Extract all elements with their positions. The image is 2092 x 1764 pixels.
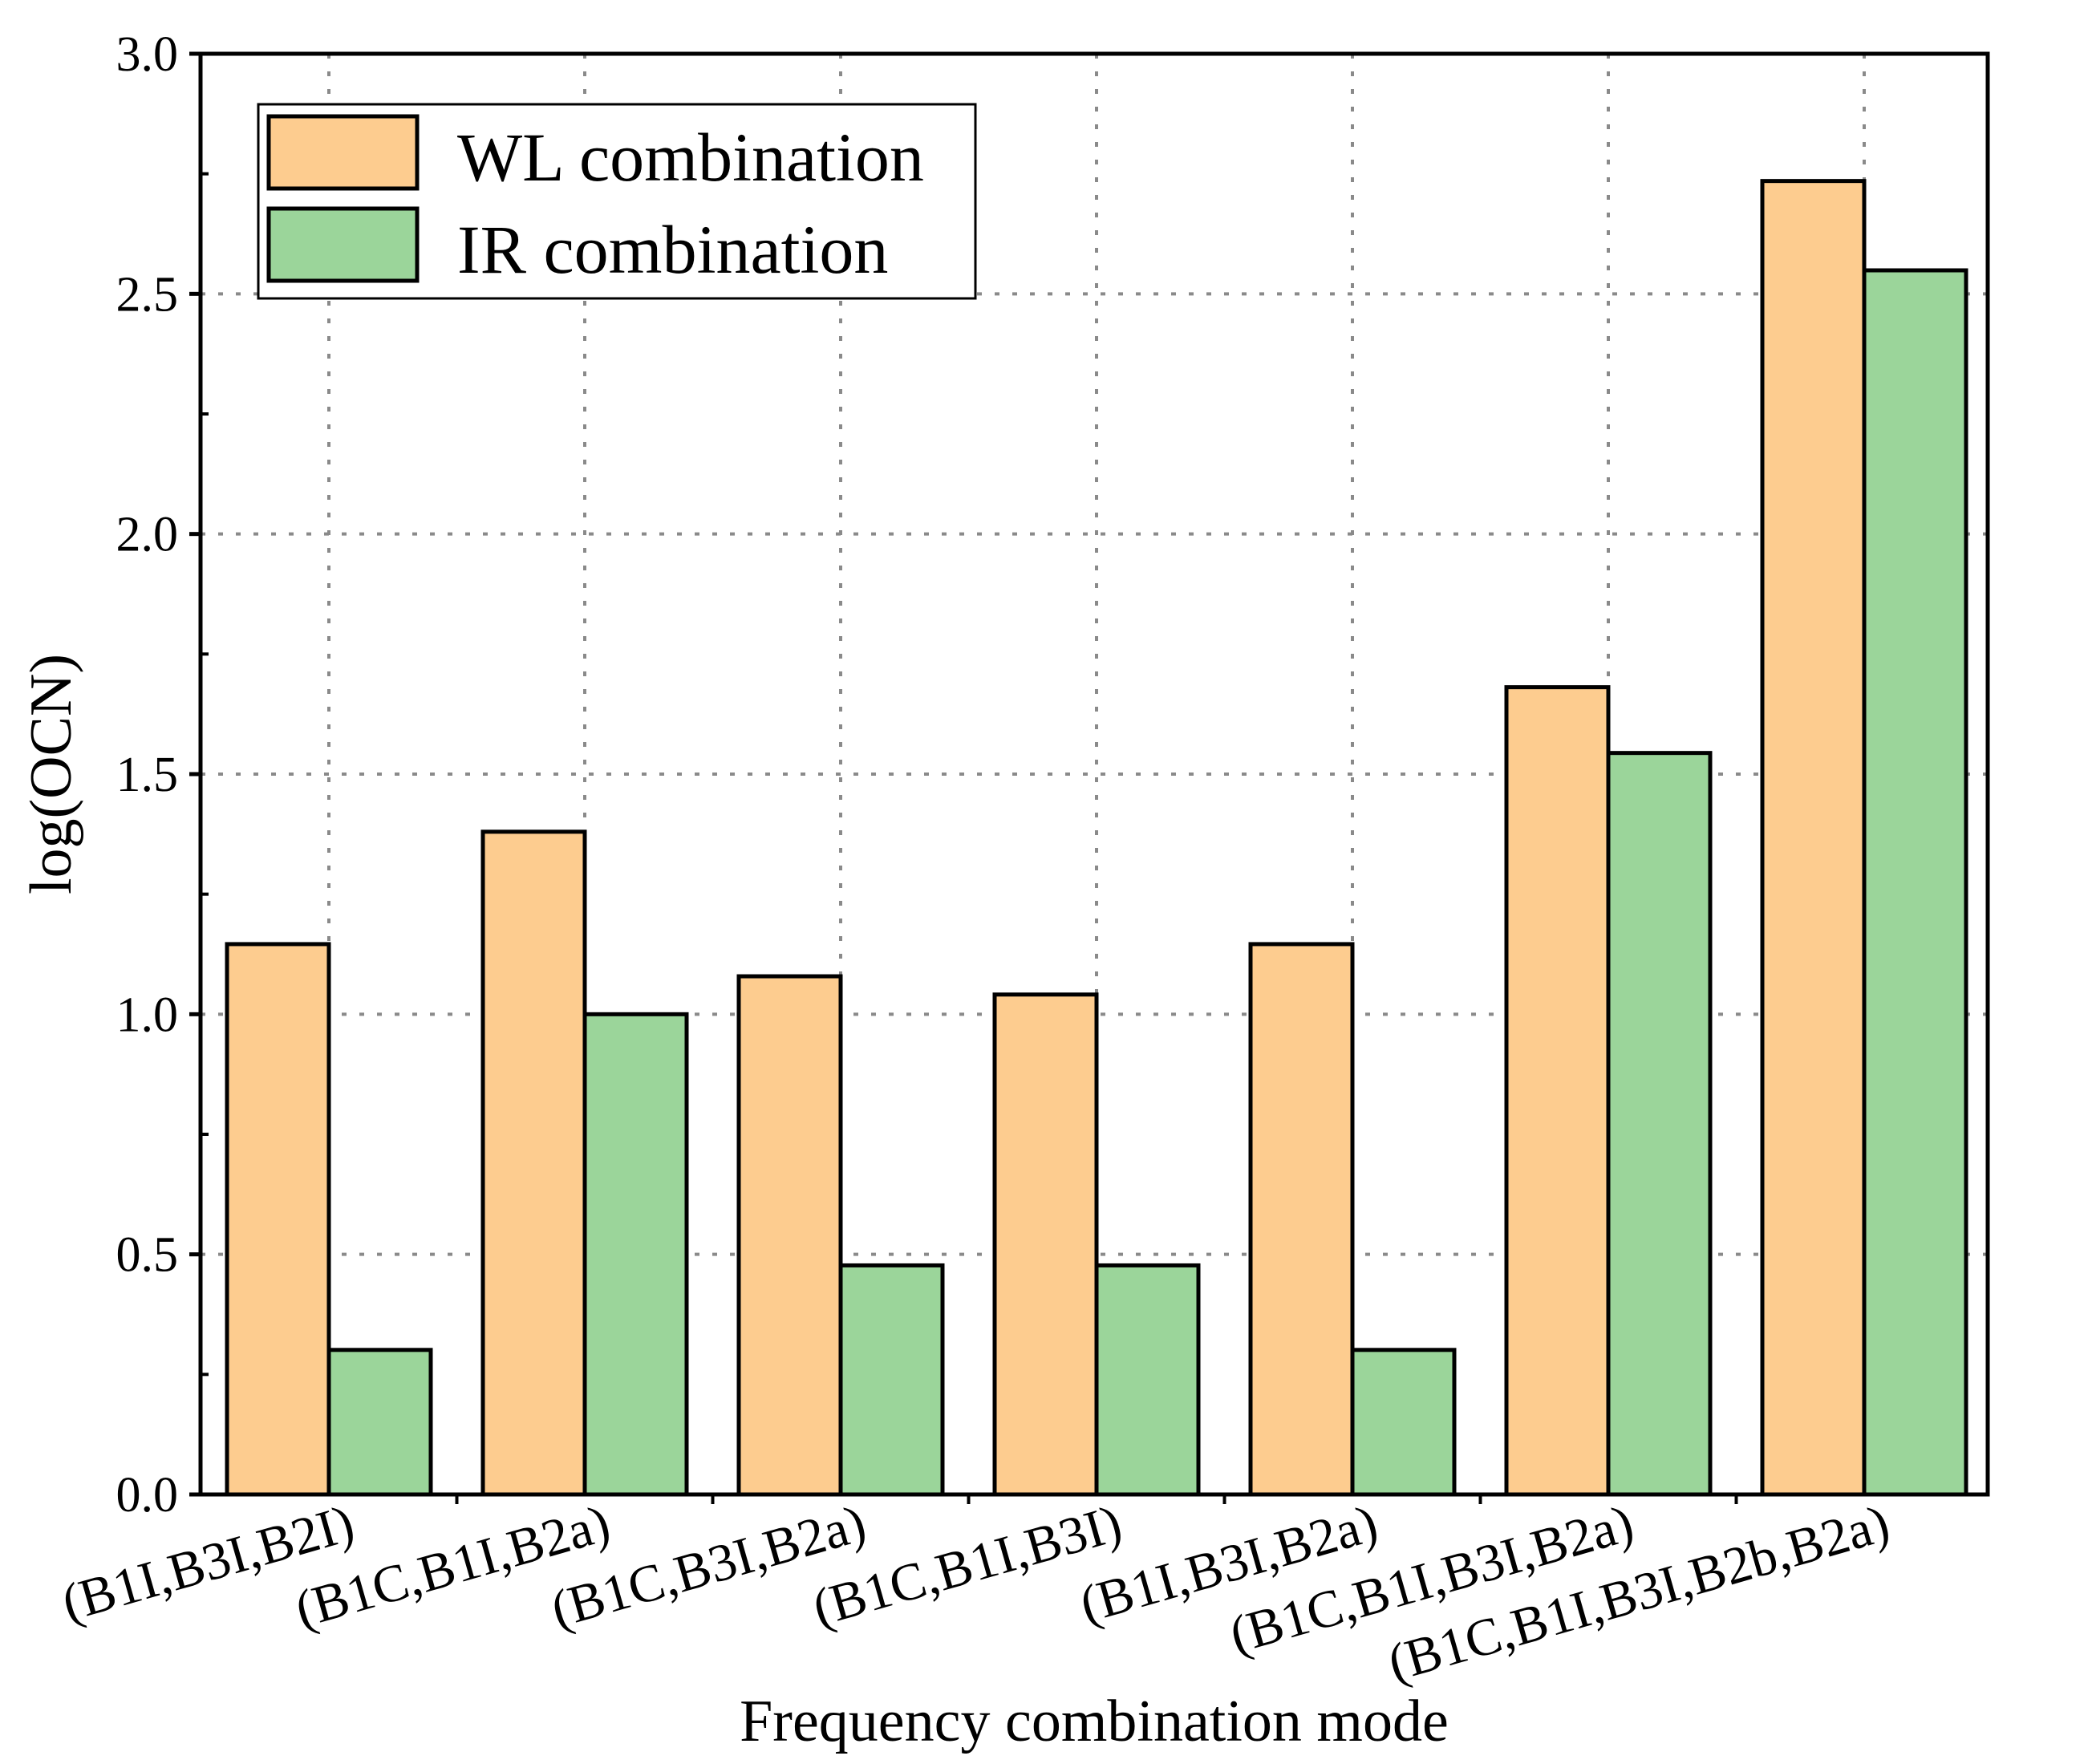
- y-tick-label: 1.0: [116, 987, 179, 1042]
- ir-bar: [1094, 1263, 1201, 1497]
- wl-bar: [1504, 685, 1611, 1497]
- legend-label-ir: IR combination: [457, 211, 888, 288]
- y-tick-label: 0.5: [116, 1228, 179, 1283]
- ir-bar: [326, 1348, 433, 1497]
- y-axis-title: log(OCN): [18, 654, 84, 894]
- wl-bar: [1760, 179, 1867, 1497]
- ir-bar: [838, 1263, 945, 1497]
- y-tick-label: 2.5: [116, 267, 179, 322]
- legend-label-wl: WL combination: [457, 119, 924, 196]
- wl-bar: [1248, 942, 1355, 1497]
- legend: WL combination IR combination: [257, 103, 977, 300]
- ir-bar: [1606, 751, 1713, 1497]
- wl-bar: [736, 974, 843, 1497]
- bar-series: [225, 179, 1968, 1497]
- y-tick-label: 1.5: [116, 748, 179, 802]
- y-tick-label: 2.0: [116, 508, 179, 562]
- y-axis-ticks: 0.0 0.5 1.0 1.5 2.0 2.5 3.0: [116, 27, 209, 1523]
- ir-bar: [582, 1012, 689, 1497]
- y-tick-label: 3.0: [116, 27, 179, 82]
- x-axis-title: Frequency combination mode: [740, 1689, 1449, 1754]
- wl-bar: [480, 829, 587, 1497]
- legend-swatch-ir: [266, 206, 420, 283]
- ir-bar: [1350, 1348, 1457, 1497]
- y-tick-label: 0.0: [116, 1468, 179, 1523]
- ir-bar: [1862, 268, 1968, 1497]
- wl-bar: [225, 942, 331, 1497]
- wl-bar: [992, 992, 1099, 1497]
- legend-swatch-wl: [266, 114, 420, 191]
